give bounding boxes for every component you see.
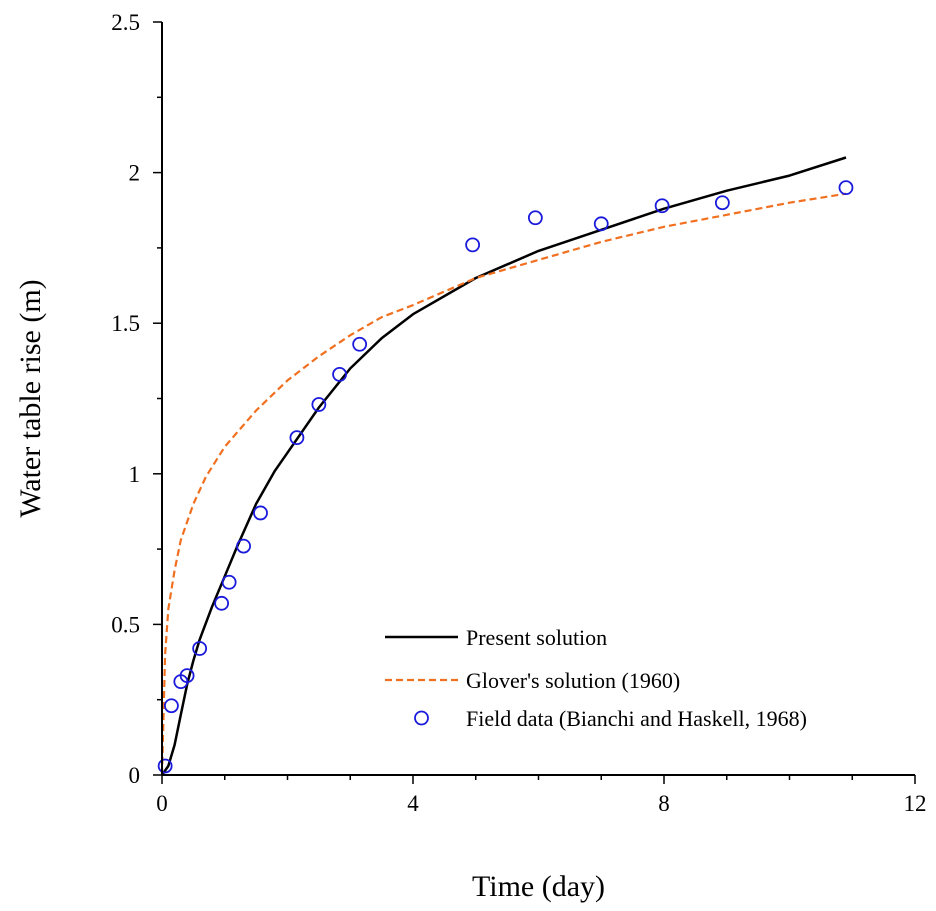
field-data-point [311,397,327,412]
axes [161,22,915,776]
field-data-point [157,758,173,774]
field-data-point [714,195,730,211]
field-data-point [289,430,305,446]
field-data-point [164,698,179,714]
field-data-point [527,210,543,226]
field-data-point [179,668,195,684]
y-tick-label: 2.5 [111,10,140,35]
field-data-point [654,198,670,214]
field-data-point [332,367,347,382]
x-axis-title: Time (day) [472,870,605,903]
y-tick-label: 0.5 [111,612,140,637]
x-tick-label: 8 [658,791,670,816]
glover-solution-line [160,192,847,776]
field-data-point [192,641,208,656]
legend-label-glover-solution: Glover's solution (1960) [466,668,680,693]
field-data-point [214,595,230,611]
field-data-point [221,574,237,590]
x-tick-label: 4 [407,791,419,816]
legend-label-field-data: Field data (Bianchi and Haskell, 1968) [466,706,807,731]
field-data-point [352,336,368,352]
y-tick-label: 2 [129,161,141,186]
y-tick-label: 1 [129,462,141,487]
field-data-point [593,216,609,232]
legend-swatch-field-data [414,710,429,726]
y-tick-label: 0 [129,763,141,788]
field-data-point [465,237,481,253]
x-tick-label: 12 [904,791,927,816]
field-data-point [838,180,854,196]
plot-area [157,156,854,776]
field-data-point [253,505,268,521]
y-tick-label: 1.5 [111,311,140,336]
ticks: 0 4 8 12 0 0.5 1 1.5 2 2.5 [111,10,926,816]
legend: Present solution Glover's solution (1960… [385,625,807,731]
legend-label-present-solution: Present solution [466,625,607,650]
y-axis-title: Water table rise (m) [14,279,47,517]
x-tick-label: 0 [156,791,168,816]
present-solution-line [160,156,847,776]
field-data-point [236,538,251,554]
